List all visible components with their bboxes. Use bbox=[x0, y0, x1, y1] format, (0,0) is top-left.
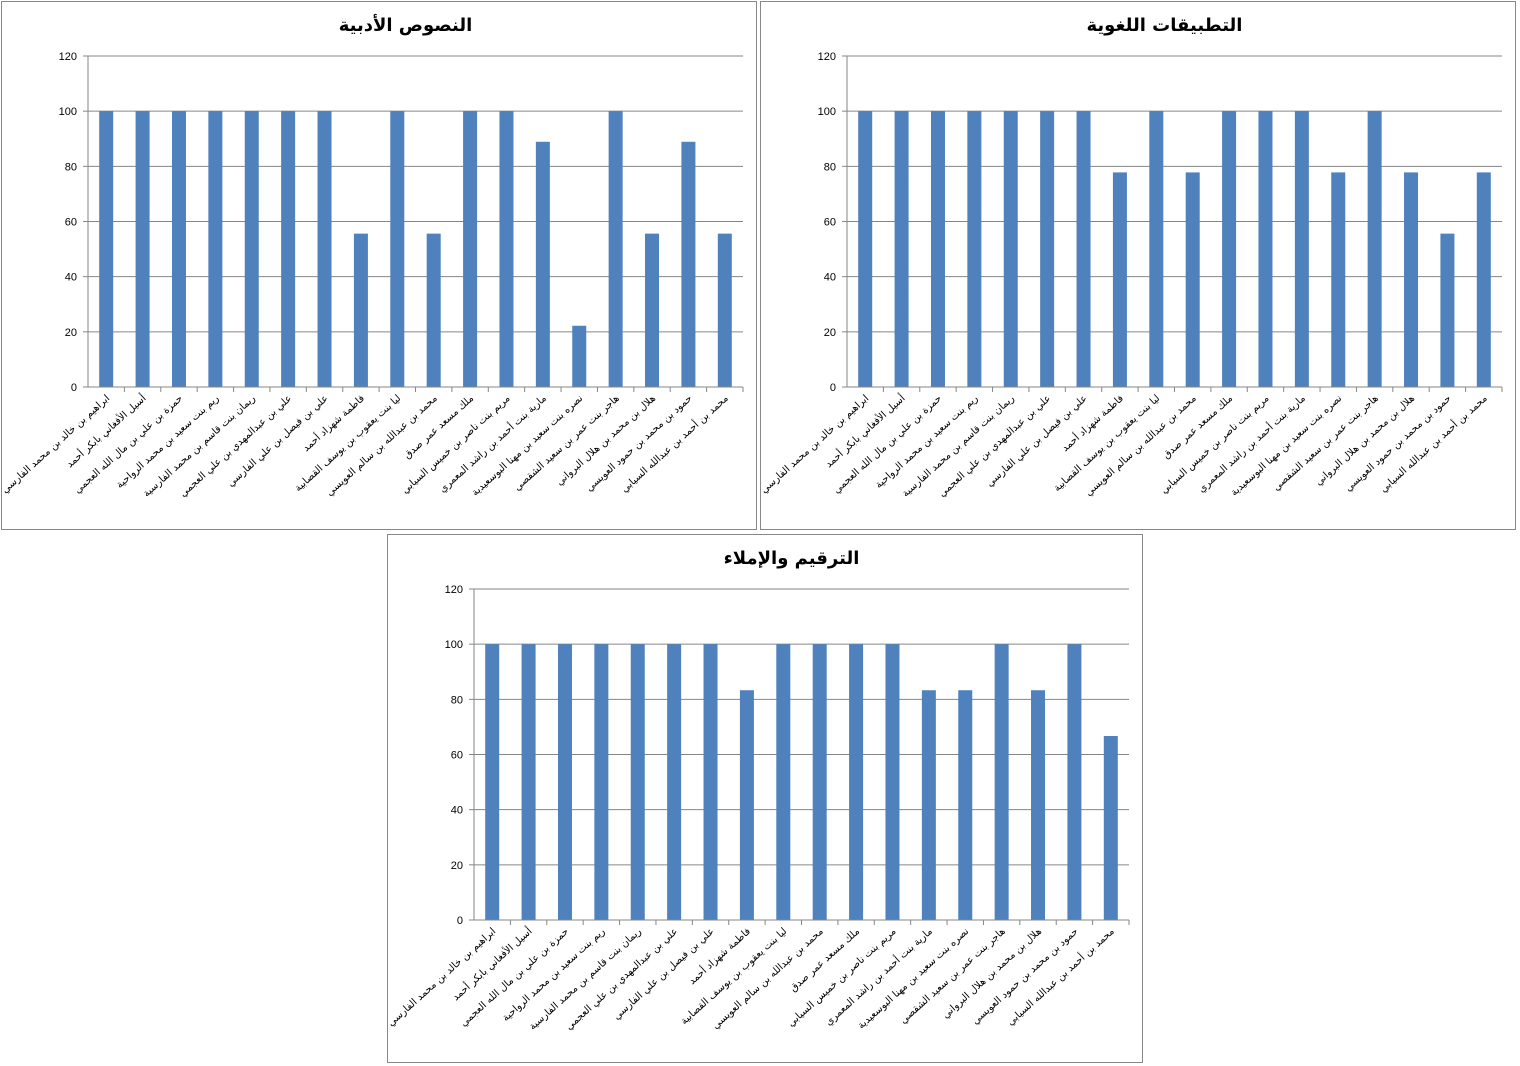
y-tick-label: 60 bbox=[824, 217, 836, 229]
bar bbox=[930, 111, 945, 388]
y-tick-label: 120 bbox=[445, 584, 463, 596]
bar bbox=[1040, 111, 1055, 388]
bar bbox=[557, 644, 572, 920]
bar bbox=[426, 233, 441, 387]
bar bbox=[208, 111, 223, 388]
bar bbox=[1067, 644, 1082, 920]
bar bbox=[1476, 172, 1491, 387]
x-tick-label: فاطمة شهزاد أحمد bbox=[300, 391, 368, 454]
bar bbox=[244, 111, 259, 388]
bar bbox=[608, 111, 623, 388]
bar bbox=[667, 644, 682, 920]
chart-punctuation-spelling: الترقيم والإملاء 0 20 40 60 80 100 120 ابراهيم ب… bbox=[387, 534, 1143, 1063]
bar bbox=[1149, 111, 1164, 388]
bar bbox=[135, 111, 150, 388]
chart-language-applications: التطبيقات اللغوية 0 20 40 60 80 100 120 ابراهيم … bbox=[760, 1, 1516, 530]
y-tick-label: 20 bbox=[824, 327, 836, 339]
chart-svg: التطبيقات اللغوية020406080100120ابراهيم … bbox=[761, 15, 1503, 500]
y-tick-label: 100 bbox=[59, 106, 77, 118]
x-tick-label: ملك مسعد عمر صدق bbox=[1161, 393, 1235, 461]
bar bbox=[1331, 172, 1346, 387]
bar bbox=[776, 644, 791, 920]
bar bbox=[858, 111, 873, 388]
bar bbox=[739, 690, 754, 920]
bar bbox=[681, 141, 696, 387]
bar bbox=[535, 141, 550, 387]
y-tick-label: 40 bbox=[65, 272, 77, 284]
x-tick-label: ملك مسعد عمر صدق bbox=[788, 926, 862, 994]
bar bbox=[703, 644, 718, 920]
x-tick-label: فاطمة شهزاد أحمد bbox=[1059, 391, 1127, 454]
bar bbox=[1112, 172, 1127, 387]
bar bbox=[812, 644, 827, 920]
bar bbox=[1076, 111, 1091, 388]
y-tick-label: 80 bbox=[451, 694, 463, 706]
y-tick-label: 80 bbox=[824, 161, 836, 173]
y-tick-label: 0 bbox=[830, 382, 836, 394]
bar bbox=[894, 111, 909, 388]
bar bbox=[1103, 736, 1118, 920]
bar bbox=[390, 111, 405, 388]
y-tick-label: 100 bbox=[445, 639, 463, 651]
chart-title: الترقيم والإملاء bbox=[724, 548, 860, 569]
bar bbox=[171, 111, 186, 388]
bar bbox=[994, 644, 1009, 920]
bar bbox=[1404, 172, 1419, 387]
chart-title: النصوص الأدبية bbox=[339, 14, 473, 36]
y-tick-label: 20 bbox=[65, 327, 77, 339]
bar bbox=[317, 111, 332, 388]
x-tick-label: فاطمة شهزاد أحمد bbox=[686, 924, 754, 987]
y-tick-label: 40 bbox=[824, 272, 836, 284]
chart-literary-texts: النصوص الأدبية 0 20 40 60 80 100 120 ابراهيم بن … bbox=[1, 1, 757, 530]
bar bbox=[1222, 111, 1237, 388]
bar bbox=[849, 644, 864, 920]
bar bbox=[630, 644, 645, 920]
bar bbox=[1003, 111, 1018, 388]
bar bbox=[572, 325, 587, 387]
y-tick-label: 120 bbox=[818, 51, 836, 63]
y-tick-label: 0 bbox=[457, 915, 463, 927]
bar bbox=[1294, 111, 1309, 388]
bar bbox=[645, 233, 660, 387]
y-tick-label: 0 bbox=[71, 382, 77, 394]
bar bbox=[499, 111, 514, 388]
bar bbox=[1031, 690, 1046, 920]
bar bbox=[485, 644, 500, 920]
y-tick-label: 100 bbox=[818, 106, 836, 118]
bar bbox=[281, 111, 296, 388]
bar bbox=[958, 690, 973, 920]
bar bbox=[463, 111, 478, 388]
bar bbox=[99, 111, 114, 388]
bar bbox=[594, 644, 609, 920]
bar bbox=[521, 644, 536, 920]
bar bbox=[1185, 172, 1200, 387]
bar bbox=[921, 690, 936, 920]
x-tick-label: ملك مسعد عمر صدق bbox=[402, 393, 476, 461]
bar bbox=[967, 111, 982, 388]
chart-title: التطبيقات اللغوية bbox=[1087, 15, 1243, 36]
bar bbox=[353, 233, 368, 387]
y-tick-label: 120 bbox=[59, 51, 77, 63]
bar bbox=[1440, 233, 1455, 387]
bar bbox=[1258, 111, 1273, 388]
y-tick-label: 60 bbox=[65, 217, 77, 229]
y-tick-label: 60 bbox=[451, 750, 463, 762]
y-tick-label: 40 bbox=[451, 805, 463, 817]
bar bbox=[1367, 111, 1382, 388]
y-tick-label: 80 bbox=[65, 161, 77, 173]
bar bbox=[885, 644, 900, 920]
y-tick-label: 20 bbox=[451, 860, 463, 872]
bar bbox=[717, 233, 732, 387]
